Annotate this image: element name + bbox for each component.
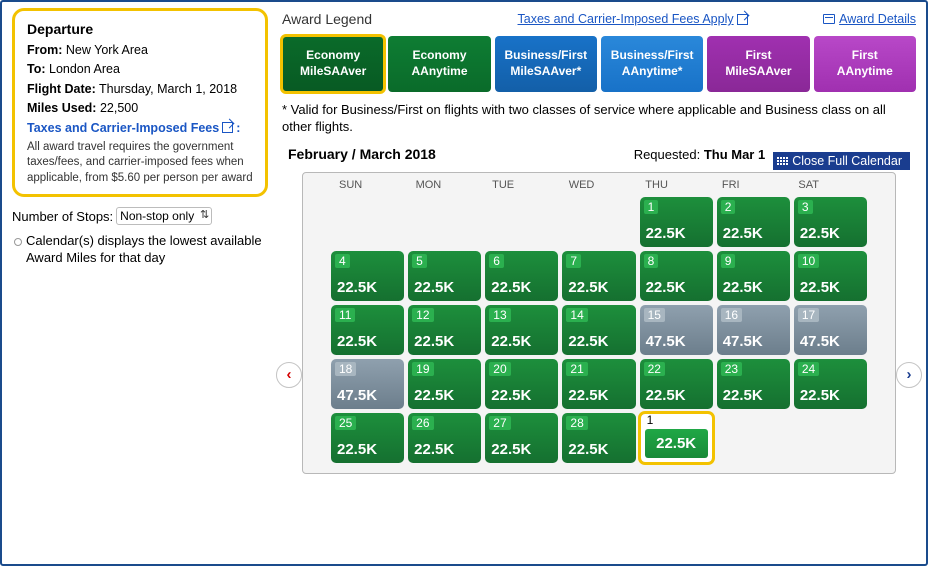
dow-header: TUE [486, 177, 559, 193]
calendar-day[interactable]: 422.5K [331, 251, 404, 301]
calendar-day[interactable]: 722.5K [562, 251, 635, 301]
flight-date-row: Flight Date: Thursday, March 1, 2018 [27, 80, 253, 99]
calendar-day[interactable]: 2722.5K [485, 413, 558, 463]
dow-header: THU [639, 177, 712, 193]
calendar-month-label: February / March 2018 [288, 146, 436, 162]
calendar-day[interactable]: 2222.5K [640, 359, 713, 409]
close-full-calendar-button[interactable]: Close Full Calendar [773, 152, 910, 170]
departure-heading: Departure [27, 21, 253, 37]
to-row: To: London Area [27, 60, 253, 79]
calendar-next-button[interactable]: › [896, 362, 922, 388]
miles-used-row: Miles Used: 22,500 [27, 99, 253, 118]
award-legend-title: Award Legend [282, 11, 372, 27]
calendar-note: Calendar(s) displays the lowest availabl… [12, 233, 268, 267]
calendar-prev-button[interactable]: ‹ [276, 362, 302, 388]
dow-header: SUN [333, 177, 406, 193]
dow-header: MON [410, 177, 483, 193]
calendar-day[interactable]: 622.5K [485, 251, 558, 301]
award-tab-aanytime[interactable]: Business/FirstAAnytime* [601, 36, 703, 92]
from-row: From: New York Area [27, 41, 253, 60]
calendar-day[interactable]: 822.5K [640, 251, 713, 301]
award-tab-milesaaver[interactable]: EconomyMileSAAver [282, 36, 384, 92]
stops-row: Number of Stops: Non-stop only [12, 207, 268, 225]
award-tab-aanytime[interactable]: EconomyAAnytime [388, 36, 490, 92]
calendar-day[interactable]: 1022.5K [794, 251, 867, 301]
dow-header: FRI [716, 177, 789, 193]
award-tab-milesaaver[interactable]: FirstMileSAAver [707, 36, 809, 92]
external-link-icon [222, 122, 233, 133]
calendar-day[interactable]: 2022.5K [485, 359, 558, 409]
calendar-day[interactable]: 1222.5K [408, 305, 481, 355]
calendar-grid: SUNMONTUEWEDTHUFRISAT 122.5K222.5K322.5K… [302, 172, 896, 474]
award-details-link[interactable]: Award Details [823, 12, 916, 26]
calendar-day[interactable]: 1647.5K [717, 305, 790, 355]
calendar-day[interactable]: 2822.5K [562, 413, 635, 463]
stops-select[interactable]: Non-stop only [116, 207, 212, 225]
award-tab-aanytime[interactable]: FirstAAnytime [814, 36, 916, 92]
stops-label: Number of Stops: [12, 209, 113, 224]
calendar-day[interactable]: 922.5K [717, 251, 790, 301]
award-tab-milesaaver[interactable]: Business/FirstMileSAAver* [495, 36, 597, 92]
calendar-day[interactable]: 1547.5K [640, 305, 713, 355]
calendar-day[interactable]: 1847.5K [331, 359, 404, 409]
calendar-day[interactable]: 122.5K [640, 197, 713, 247]
dow-header: SAT [792, 177, 865, 193]
grid-icon [777, 157, 788, 165]
departure-fine-print: All award travel requires the government… [27, 140, 253, 187]
calendar-day[interactable]: 1747.5K [794, 305, 867, 355]
taxes-fees-link[interactable]: Taxes and Carrier-Imposed Fees : [27, 121, 240, 135]
calendar-day[interactable]: 1322.5K [485, 305, 558, 355]
calendar-day[interactable]: 1422.5K [562, 305, 635, 355]
calendar-day[interactable]: 522.5K [408, 251, 481, 301]
calendar-day[interactable]: 222.5K [717, 197, 790, 247]
calendar-day[interactable]: 1922.5K [408, 359, 481, 409]
award-footnote: * Valid for Business/First on flights wi… [282, 102, 916, 136]
award-class-tabs: EconomyMileSAAverEconomyAAnytimeBusiness… [282, 36, 916, 92]
calendar-day[interactable]: 122.5K [640, 413, 713, 463]
requested-date: Requested: Thu Mar 1 [634, 147, 766, 162]
calendar-day[interactable]: 2122.5K [562, 359, 635, 409]
dow-header: WED [563, 177, 636, 193]
calendar-day[interactable]: 2322.5K [717, 359, 790, 409]
external-link-icon [737, 14, 748, 25]
calendar-day[interactable]: 2622.5K [408, 413, 481, 463]
calendar-icon [823, 14, 835, 24]
calendar-day[interactable]: 322.5K [794, 197, 867, 247]
calendar-day[interactable]: 1122.5K [331, 305, 404, 355]
calendar-day[interactable]: 2522.5K [331, 413, 404, 463]
calendar-day[interactable]: 2422.5K [794, 359, 867, 409]
taxes-apply-link[interactable]: Taxes and Carrier-Imposed Fees Apply [442, 12, 823, 26]
departure-panel: Departure From: New York Area To: London… [12, 8, 268, 197]
